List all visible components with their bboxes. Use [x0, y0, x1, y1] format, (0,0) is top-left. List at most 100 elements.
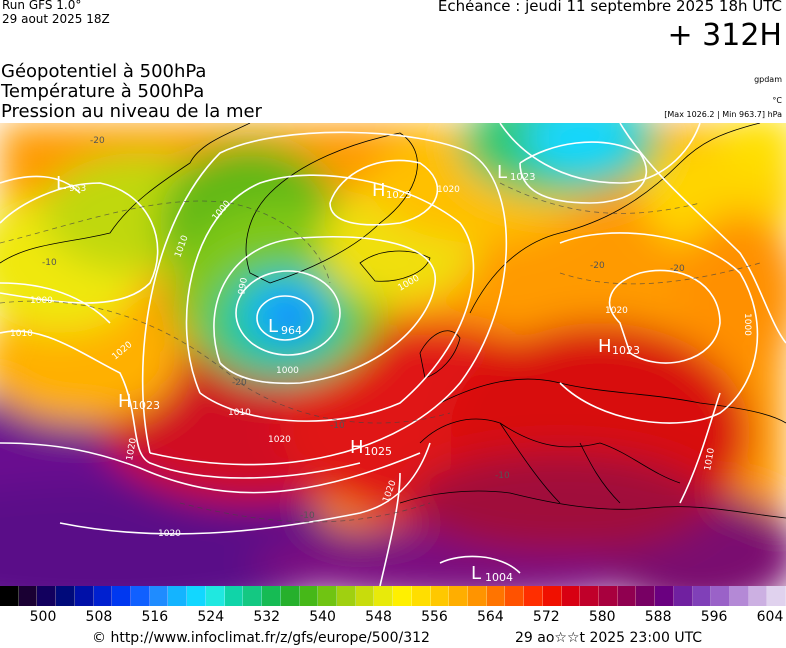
isobar-label: 1010	[228, 408, 251, 418]
color-scale-swatch	[56, 586, 75, 606]
color-scale-swatch	[112, 586, 132, 606]
temperature-label: -20	[232, 378, 247, 388]
temperature-label: -10	[300, 511, 315, 521]
color-scale-swatch	[467, 586, 487, 606]
pressure-center-value: 1023	[612, 344, 640, 357]
color-scale-tick: 508	[85, 609, 113, 625]
pressure-center: L	[497, 162, 507, 183]
run-label: Run GFS 1.0°	[2, 0, 82, 12]
color-scale-swatch	[168, 586, 188, 606]
pressure-centers: L 953 H 1023 L 1023 L 964 H 1023 H 1023 …	[56, 162, 640, 584]
color-scale-swatch	[561, 586, 581, 606]
isobars	[0, 123, 786, 586]
color-scale-swatch	[74, 586, 94, 606]
title-temperature: Température à 500hPa	[1, 81, 205, 102]
color-scale-tick: 532	[253, 609, 281, 625]
color-scale-swatch	[131, 586, 150, 606]
isobar-label: 1020	[268, 435, 291, 445]
forecast-valid-time: Echéance : jeudi 11 septembre 2025 18h U…	[437, 0, 782, 15]
unit-gpdam: gpdam	[754, 75, 782, 84]
title-geopotential: Géopotentiel à 500hPa	[1, 61, 207, 82]
color-scale-swatch	[37, 586, 57, 606]
temperature-label: -10	[42, 258, 57, 268]
color-scale-ticks: 500 508 516 524 532 540 548 556 564 572 580 588 596 6…	[0, 609, 786, 629]
temperature-label: -10	[495, 471, 510, 481]
color-scale-tick: 580	[588, 609, 616, 625]
color-scale-bar	[0, 586, 786, 606]
color-scale-swatch	[224, 586, 244, 606]
color-scale-swatch	[673, 586, 693, 606]
color-scale-swatch	[636, 586, 656, 606]
pressure-center: H	[372, 180, 386, 201]
isobar-label: 1020	[437, 185, 460, 195]
pressure-center-value: 1023	[386, 190, 411, 201]
color-scale-swatch	[505, 586, 525, 606]
isobar-label: 1000	[742, 313, 752, 336]
color-scale-swatch	[730, 586, 749, 606]
pressure-center: L	[268, 316, 278, 337]
isobar-label: 990	[237, 277, 250, 296]
color-scale-tick: 540	[309, 609, 336, 625]
isobar-label: 1020	[158, 529, 181, 539]
color-scale-swatch	[599, 586, 618, 606]
color-scale-swatch	[374, 586, 394, 606]
color-scale-tick: 516	[141, 609, 169, 625]
source-url[interactable]: © http://www.infoclimat.fr/z/gfs/europe/…	[92, 630, 430, 646]
pressure-max-min: [Max 1026.2 | Min 963.7] hPa	[664, 110, 782, 119]
isobar-label: 1010	[10, 329, 33, 339]
title-pressure: Pression au niveau de la mer	[1, 101, 262, 122]
pressure-center-value: 1023	[132, 399, 160, 412]
color-scale-tick: 596	[700, 609, 728, 625]
color-scale-swatch	[0, 586, 19, 606]
color-scale-swatch	[336, 586, 356, 606]
color-scale-swatch	[280, 586, 300, 606]
pressure-center: H	[118, 391, 132, 412]
color-scale-swatch	[524, 586, 543, 606]
color-scale-swatch	[767, 586, 786, 606]
color-scale-swatch	[411, 586, 431, 606]
color-scale-tick: 572	[532, 609, 560, 625]
color-scale-swatch	[187, 586, 206, 606]
pressure-center-value: 1004	[485, 571, 513, 584]
geopotential-field	[0, 123, 786, 586]
isotherms	[0, 182, 761, 523]
temperature-labels: -20 -10 -20 -20 -10 -10 -10 -20	[42, 136, 685, 521]
color-scale-swatch	[692, 586, 712, 606]
color-scale-tick: 524	[197, 609, 225, 625]
color-scale-swatch	[243, 586, 263, 606]
color-scale-swatch	[655, 586, 674, 606]
color-scale-swatch	[262, 586, 281, 606]
temperature-label: -10	[330, 421, 345, 431]
run-date: 29 aout 2025 18Z	[2, 12, 110, 26]
color-scale-swatch	[299, 586, 319, 606]
color-scale-tick: 564	[477, 609, 504, 625]
color-scale-swatch	[205, 586, 225, 606]
color-scale-swatch	[318, 586, 337, 606]
color-scale-swatch	[486, 586, 506, 606]
color-scale-swatch	[711, 586, 731, 606]
color-scale-swatch	[542, 586, 562, 606]
color-scale-swatch	[748, 586, 768, 606]
color-scale-swatch	[430, 586, 450, 606]
isobar-label: 1020	[605, 306, 628, 316]
forecast-hour: + 312H	[667, 18, 783, 53]
color-scale-swatch	[617, 586, 637, 606]
color-scale-swatch	[93, 586, 113, 606]
temperature-label: -20	[590, 261, 605, 271]
color-scale-swatch	[449, 586, 468, 606]
isobar-label: 1000	[30, 296, 53, 306]
color-scale-swatch	[580, 586, 599, 606]
pressure-center-value: 1023	[510, 172, 535, 183]
pressure-center-value: 1025	[364, 445, 392, 458]
color-scale-tick: 604	[756, 609, 784, 625]
color-scale-swatch	[393, 586, 412, 606]
generation-time: 29 ao☆☆t 2025 23:00 UTC	[515, 630, 703, 646]
pressure-center: L	[56, 173, 66, 194]
weather-map: L 953 H 1023 L 1023 L 964 H 1023 H 1023 …	[0, 123, 786, 586]
isobar-label: 1020	[125, 437, 139, 462]
isobar-label: 1010	[703, 447, 717, 472]
temperature-label: -20	[670, 264, 685, 274]
color-scale-swatch	[355, 586, 375, 606]
color-scale-tick: 588	[644, 609, 672, 625]
pressure-center: H	[350, 437, 364, 458]
